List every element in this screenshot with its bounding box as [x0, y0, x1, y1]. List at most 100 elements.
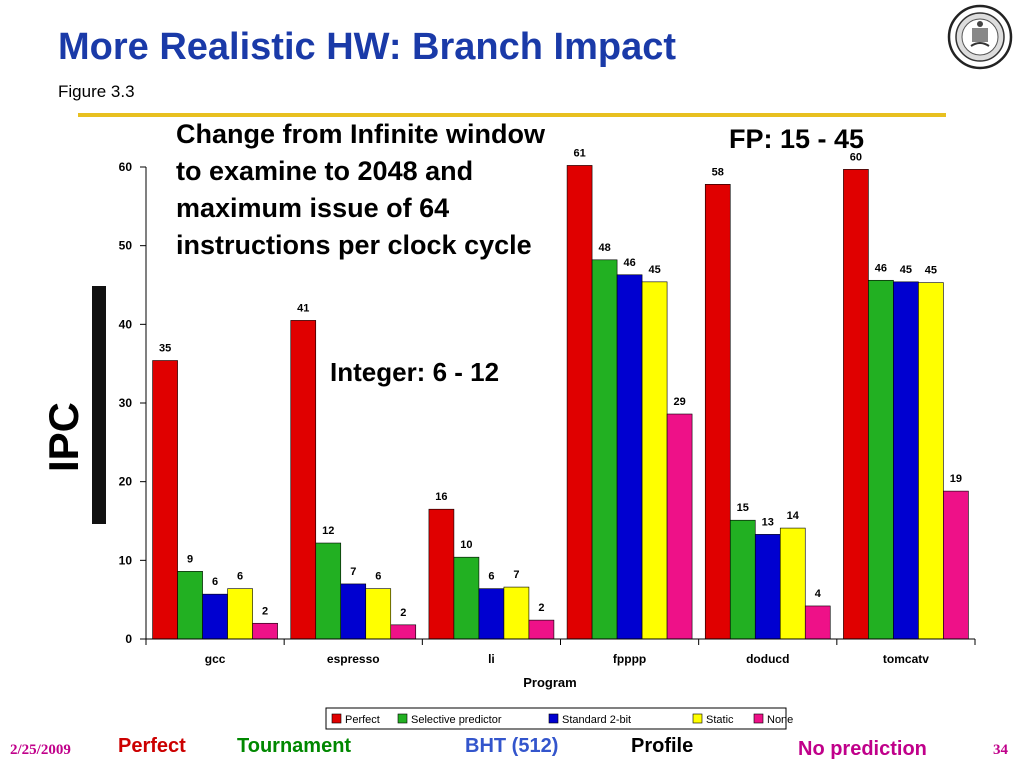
bar-value-label: 61 [573, 147, 585, 159]
bar-perfect [704, 184, 731, 640]
bar-static [503, 586, 530, 640]
bar-value-label: 45 [648, 264, 660, 276]
legend-swatch [397, 713, 408, 724]
y-tick-label: 30 [119, 396, 133, 410]
integer-range-note: Integer: 6 - 12 [330, 357, 500, 387]
legend-swatch [692, 713, 703, 724]
ipc-label-strip [92, 286, 106, 524]
y-tick-label: 10 [119, 553, 133, 567]
bar-standard-2-bit [616, 274, 643, 640]
bar-perfect [290, 320, 317, 640]
bar-value-label: 45 [900, 264, 912, 276]
bar-perfect [152, 360, 178, 640]
bar-value-label: 14 [787, 510, 800, 522]
slide-title: More Realistic HW: Branch Impact [58, 26, 677, 68]
legend-entry: Standard 2-bit [562, 714, 631, 726]
bar-none [390, 624, 417, 640]
bars [152, 165, 969, 640]
legend-swatch [753, 713, 764, 724]
bar-value-label: 2 [262, 605, 268, 617]
bar-value-label: 2 [400, 607, 406, 619]
bar-value-label: 13 [762, 516, 774, 528]
bar-value-label: 7 [350, 566, 356, 578]
label-profile: Profile [631, 735, 694, 757]
label-no-prediction: No prediction [798, 738, 927, 760]
bar-selective-predictor [315, 542, 342, 640]
y-axis-ipc-label: IPC [40, 401, 87, 472]
x-category-label: fpppp [613, 652, 646, 666]
bar-none [528, 619, 555, 640]
legend-entry: Static [706, 714, 734, 726]
figure-caption: Figure 3.3 [58, 82, 135, 101]
data-labels: 35 41 16 61 58 60 9 12 10 48 15 46 6 7 6 46 13 45 6 6 7 45 14 4… [159, 147, 962, 618]
bar-static [227, 588, 253, 640]
legend-entry: Selective predictor [411, 714, 502, 726]
title-divider [78, 113, 946, 117]
bar-selective-predictor [591, 259, 618, 640]
bar-none [804, 605, 831, 640]
bar-standard-2-bit [202, 593, 228, 640]
bar-value-label: 16 [435, 491, 447, 503]
bar-value-label: 45 [925, 265, 937, 277]
bar-value-label: 2 [538, 602, 544, 614]
bar-value-label: 12 [322, 525, 334, 537]
bar-standard-2-bit [754, 534, 781, 640]
bar-value-label: 6 [488, 571, 494, 583]
university-seal-icon [947, 4, 1013, 70]
x-category-label: gcc [205, 652, 226, 666]
fp-range-note: FP: 15 - 45 [729, 124, 865, 154]
bar-value-label: 7 [513, 569, 519, 581]
bar-selective-predictor [729, 519, 756, 640]
window-change-note: Change from Infinite window to examine t… [176, 119, 545, 260]
x-category-label: doducd [746, 652, 789, 666]
label-tournament: Tournament [237, 735, 352, 757]
bar-selective-predictor [453, 556, 480, 640]
bar-none [943, 490, 969, 640]
bar-perfect [843, 169, 869, 640]
bar-value-label: 15 [737, 502, 749, 514]
bar-value-label: 46 [623, 257, 635, 269]
bar-value-label: 10 [460, 539, 472, 551]
bar-value-label: 4 [815, 588, 822, 600]
bar-value-label: 35 [159, 343, 171, 355]
bar-static [365, 588, 392, 640]
bar-value-label: 60 [850, 151, 862, 163]
bar-value-label: 29 [673, 396, 685, 408]
bar-static [918, 282, 944, 640]
label-bht: BHT (512) [465, 735, 559, 757]
bar-value-label: 46 [875, 262, 887, 274]
slide-date: 2/25/2009 [10, 742, 71, 758]
bar-value-label: 58 [712, 166, 724, 178]
y-tick-label: 20 [119, 475, 133, 489]
bar-value-label: 6 [375, 571, 381, 583]
bar-none [252, 622, 278, 640]
x-axis: gcc espresso li fpppp doducd tomcatv [145, 638, 976, 666]
legend: Perfect Selective predictor Standard 2-bit… [325, 707, 793, 730]
bar-value-label: 9 [187, 553, 193, 565]
legend-swatch [548, 713, 559, 724]
bar-none [666, 413, 693, 640]
label-perfect: Perfect [118, 735, 186, 757]
bar-value-label: 41 [297, 302, 309, 314]
x-category-label: tomcatv [883, 652, 929, 666]
y-tick-label: 40 [119, 317, 133, 331]
legend-entry: Perfect [345, 714, 380, 726]
bar-standard-2-bit [893, 281, 919, 640]
x-category-label: espresso [327, 652, 380, 666]
x-axis-title: Program [523, 675, 576, 690]
bar-value-label: 48 [598, 242, 610, 254]
bar-value-label: 19 [950, 473, 962, 485]
bar-standard-2-bit [340, 583, 367, 640]
bar-standard-2-bit [478, 588, 505, 640]
legend-entry: None [767, 714, 793, 726]
bar-perfect [428, 508, 455, 640]
bar-value-label: 6 [237, 571, 243, 583]
page-number: 34 [993, 742, 1008, 758]
bar-value-label: 6 [212, 576, 218, 588]
y-tick-label: 60 [119, 160, 133, 174]
x-category-label: li [488, 652, 495, 666]
bar-perfect [566, 165, 593, 640]
y-tick-label: 0 [125, 632, 132, 646]
bar-selective-predictor [177, 571, 203, 640]
